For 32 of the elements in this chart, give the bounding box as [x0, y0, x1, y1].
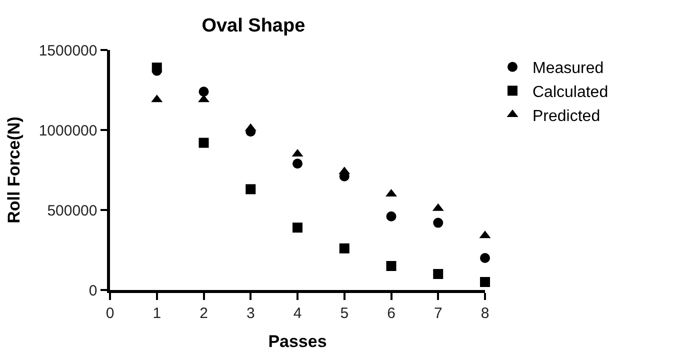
x-tick-label: 5 — [340, 304, 349, 322]
point — [198, 86, 209, 97]
point — [480, 253, 490, 263]
x-tick-label: 8 — [480, 304, 490, 322]
y-tick-label: 1000000 — [38, 122, 98, 140]
x-tick-label: 7 — [434, 304, 442, 322]
y-tick-label: 1500000 — [38, 42, 98, 60]
point — [246, 184, 256, 194]
point — [198, 138, 209, 148]
point — [386, 211, 396, 222]
legend-label: Calculated — [532, 84, 608, 101]
chart-title: Oval Shape — [202, 15, 306, 36]
point — [339, 243, 350, 254]
point — [433, 218, 444, 228]
y-axis-title: Roll Force(N) — [4, 116, 24, 224]
x-tick-label: 0 — [106, 304, 114, 322]
x-tick-label: 2 — [200, 304, 208, 322]
point — [292, 222, 302, 233]
point — [292, 158, 302, 169]
x-tick-label: 3 — [246, 304, 255, 322]
y-tick-label: 500000 — [47, 202, 98, 220]
x-tick-label: 4 — [293, 304, 302, 322]
legend-label: Measured — [532, 60, 604, 78]
x-axis-title: Passes — [268, 332, 327, 352]
x-tick-label: 1 — [152, 304, 162, 322]
point — [386, 261, 396, 271]
point — [433, 269, 444, 279]
legend-label: Predicted — [532, 108, 600, 125]
point — [152, 62, 162, 73]
point — [480, 277, 490, 287]
y-tick-label: 0 — [88, 282, 98, 300]
x-tick-label: 6 — [387, 304, 396, 322]
